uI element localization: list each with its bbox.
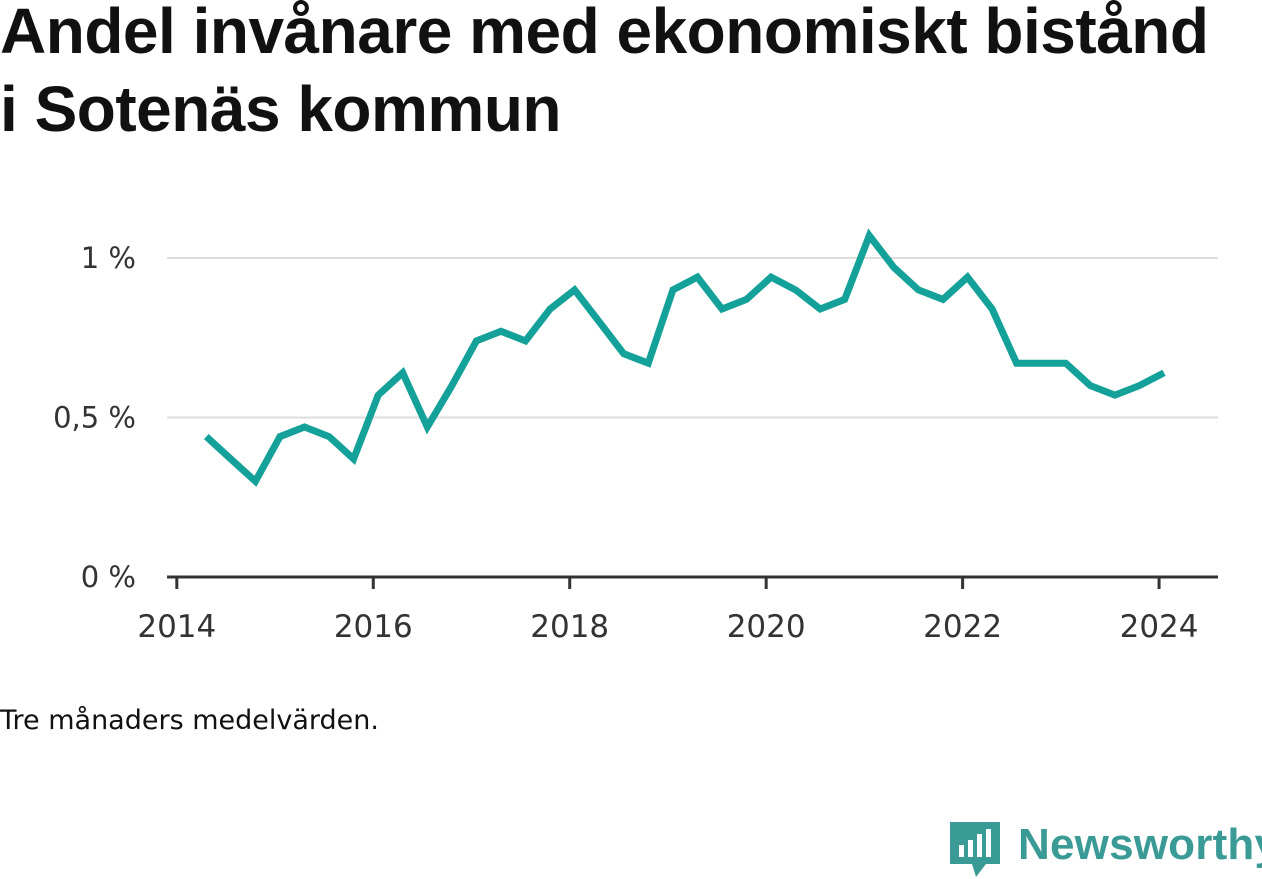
y-tick-label: 0,5 % [53, 400, 136, 434]
y-tick-label: 0 % [81, 560, 136, 594]
data-series [203, 228, 1166, 487]
x-tick-label: 2018 [530, 609, 609, 645]
gridlines [167, 256, 1218, 419]
brand-name: Newsworthy [1018, 820, 1262, 869]
y-tick-label: 1 % [81, 241, 136, 275]
x-tick-label: 2020 [727, 609, 806, 645]
y-tick-labels: 0 % 0,5 % 1 % [53, 241, 136, 594]
x-tick-label: 2016 [334, 609, 413, 645]
chart-title: Andel invånare med ekonomiskt bistånd i … [0, 0, 1209, 145]
x-axis: 2014 2016 2018 2020 2022 2024 [137, 575, 1218, 645]
series-line [203, 228, 1166, 487]
newsworthy-bar-chart-icon [950, 822, 1000, 877]
x-tick-label: 2022 [923, 609, 1002, 645]
chart-note: Tre månaders medelvärden. [0, 705, 379, 736]
newsworthy-logo: Newsworthy [950, 818, 1262, 878]
x-tick-label: 2024 [1120, 609, 1199, 645]
x-tick-label: 2014 [137, 609, 216, 645]
